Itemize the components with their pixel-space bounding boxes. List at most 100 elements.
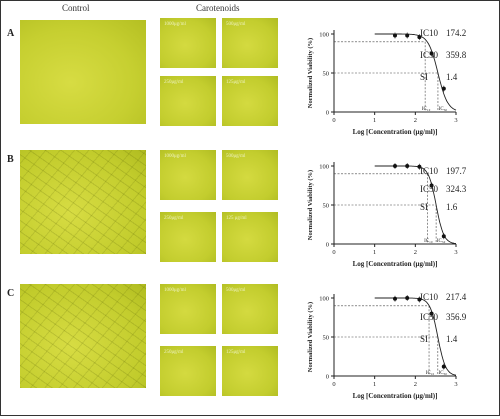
- stat-value: 359.8: [446, 50, 467, 60]
- stat-si: SI 1.4: [420, 72, 457, 82]
- dose-micrograph: 500μg/ml: [222, 284, 278, 334]
- stat-ic50: IC50 359.8: [420, 50, 466, 60]
- y-tick-label: 100: [319, 164, 329, 171]
- stat-name: IC10: [420, 292, 438, 302]
- stat-name: SI: [420, 202, 429, 212]
- x-tick-label: 0: [332, 249, 335, 256]
- x-axis-label: Log [Concentration (μg/ml)]: [353, 260, 438, 268]
- y-tick-label: 0: [326, 110, 329, 117]
- panel-label: B: [7, 154, 14, 165]
- x-tick-label: 2: [414, 117, 417, 124]
- stat-ic10: IC10 174.2: [420, 28, 466, 38]
- dose-label: 250μg/ml: [164, 216, 184, 221]
- x-tick-label: 2: [414, 381, 417, 388]
- y-tick-label: 100: [319, 296, 329, 303]
- viability-chart-svg: 0 50 100 0 1 2 3 IC₁₀ IC₅₀ Log [Concentration (μg…: [307, 30, 458, 136]
- dose-label: 1000μg/ml: [164, 154, 186, 159]
- x-axis-label: Log [Concentration (μg/ml)]: [353, 392, 438, 400]
- data-point: [417, 35, 422, 40]
- data-point: [417, 297, 422, 302]
- ic10-marker-label: IC₁₀: [426, 371, 435, 376]
- stat-ic10: IC10 197.7: [420, 166, 466, 176]
- stat-name: IC10: [420, 28, 438, 38]
- stat-ic50: IC50 356.9: [420, 312, 466, 322]
- panel-b: B 1000μg/ml 500μg/ml 250μg/ml 125 μg/ml …: [0, 146, 500, 282]
- stat-si: SI 1.4: [420, 334, 457, 344]
- dose-label: 1000μg/ml: [164, 22, 186, 27]
- viability-chart-a: 0 50 100 0 1 2 3 IC₁₀ IC₅₀ Log [Concentration (μg…: [298, 14, 498, 150]
- stat-name: IC50: [420, 50, 438, 60]
- stat-ic50: IC50 324.3: [420, 184, 466, 194]
- dose-label: 125 μg/ml: [226, 216, 247, 221]
- ic50-marker-label: IC₅₀: [439, 371, 448, 376]
- data-point: [441, 86, 446, 91]
- x-tick-label: 3: [454, 249, 457, 256]
- viability-chart-b: 0 50 100 0 1 2 3 IC₁₀ IC₅₀ Log [Concentration (μg…: [298, 146, 498, 282]
- dose-label: 125μg/ml: [226, 350, 246, 355]
- dose-label: 250μg/ml: [164, 80, 184, 85]
- dose-micrograph: 1000μg/ml: [160, 150, 216, 200]
- y-tick-label: 50: [323, 203, 330, 210]
- data-point: [441, 234, 446, 239]
- y-tick-label: 50: [323, 335, 330, 342]
- control-micrograph: [20, 284, 146, 388]
- stat-value: 1.4: [446, 72, 458, 82]
- stat-ic10: IC10 217.4: [420, 292, 466, 302]
- ic50-marker-label: IC₅₀: [439, 107, 448, 112]
- viability-chart-svg: 0 50 100 0 1 2 3 IC₁₀ IC₅₀ Log [Concentration (μg…: [307, 162, 458, 268]
- data-point: [417, 164, 422, 169]
- dose-label: 500μg/ml: [226, 154, 246, 159]
- stat-name: IC50: [420, 184, 438, 194]
- y-tick-label: 100: [319, 32, 329, 39]
- ic50-marker-label: IC₅₀: [437, 239, 446, 244]
- stat-value: 197.7: [446, 166, 467, 176]
- dose-label: 1000μg/ml: [164, 288, 186, 293]
- data-point: [393, 296, 397, 301]
- x-tick-label: 0: [332, 117, 335, 124]
- viability-chart-c: 0 50 100 0 1 2 3 IC₁₀ IC₅₀ Log [Concentration (μg…: [298, 278, 498, 414]
- stat-name: IC10: [420, 166, 438, 176]
- stat-name: SI: [420, 72, 429, 82]
- x-tick-label: 1: [373, 249, 376, 256]
- data-point: [429, 51, 434, 56]
- fit-curve: [374, 297, 457, 376]
- x-axis-label: Log [Concentration (μg/ml)]: [353, 128, 438, 136]
- stat-value: 1.6: [446, 202, 458, 212]
- dose-label: 125μg/ml: [226, 80, 246, 85]
- x-tick-label: 0: [332, 381, 335, 388]
- dose-micrograph: 500μg/ml: [222, 150, 278, 200]
- control-micrograph: [20, 150, 146, 254]
- data-point: [429, 183, 434, 188]
- stat-name: SI: [420, 334, 429, 344]
- ic10-marker-label: IC₁₀: [422, 107, 431, 112]
- x-tick-label: 3: [454, 381, 457, 388]
- control-header: Control: [62, 3, 90, 13]
- y-tick-label: 50: [323, 71, 330, 78]
- stat-si: SI 1.6: [420, 202, 457, 212]
- control-micrograph: [20, 20, 146, 124]
- x-tick-label: 1: [373, 381, 376, 388]
- x-tick-label: 3: [454, 117, 457, 124]
- dose-label: 250μg/ml: [164, 350, 184, 355]
- y-axis-label: Normalized Viability (%): [307, 170, 314, 240]
- stat-name: IC50: [420, 312, 438, 322]
- dose-micrograph: 1000μg/ml: [160, 284, 216, 334]
- data-point: [393, 33, 397, 38]
- stat-value: 174.2: [446, 28, 467, 38]
- dose-micrograph: 250μg/ml: [160, 346, 216, 396]
- stat-value: 324.3: [446, 184, 467, 194]
- dose-label: 500μg/ml: [226, 288, 246, 293]
- data-point: [405, 296, 410, 300]
- viability-chart-svg: 0 50 100 0 1 2 3 IC₁₀ IC₅₀ Log [Concentration (μg…: [307, 294, 458, 400]
- x-tick-label: 2: [414, 249, 417, 256]
- panel-label: C: [7, 288, 15, 299]
- y-axis-label: Normalized Viability (%): [307, 38, 314, 108]
- data-point: [405, 33, 410, 38]
- ic10-marker-label: IC₁₀: [424, 239, 433, 244]
- panel-a: A 1000μg/ml 500μg/ml 250μg/ml 125μg/ml 0…: [0, 14, 500, 150]
- x-tick-label: 1: [373, 117, 376, 124]
- data-point: [441, 364, 446, 369]
- y-axis-label: Normalized Viability (%): [307, 302, 314, 372]
- y-tick-label: 0: [326, 242, 329, 249]
- stat-value: 356.9: [446, 312, 467, 322]
